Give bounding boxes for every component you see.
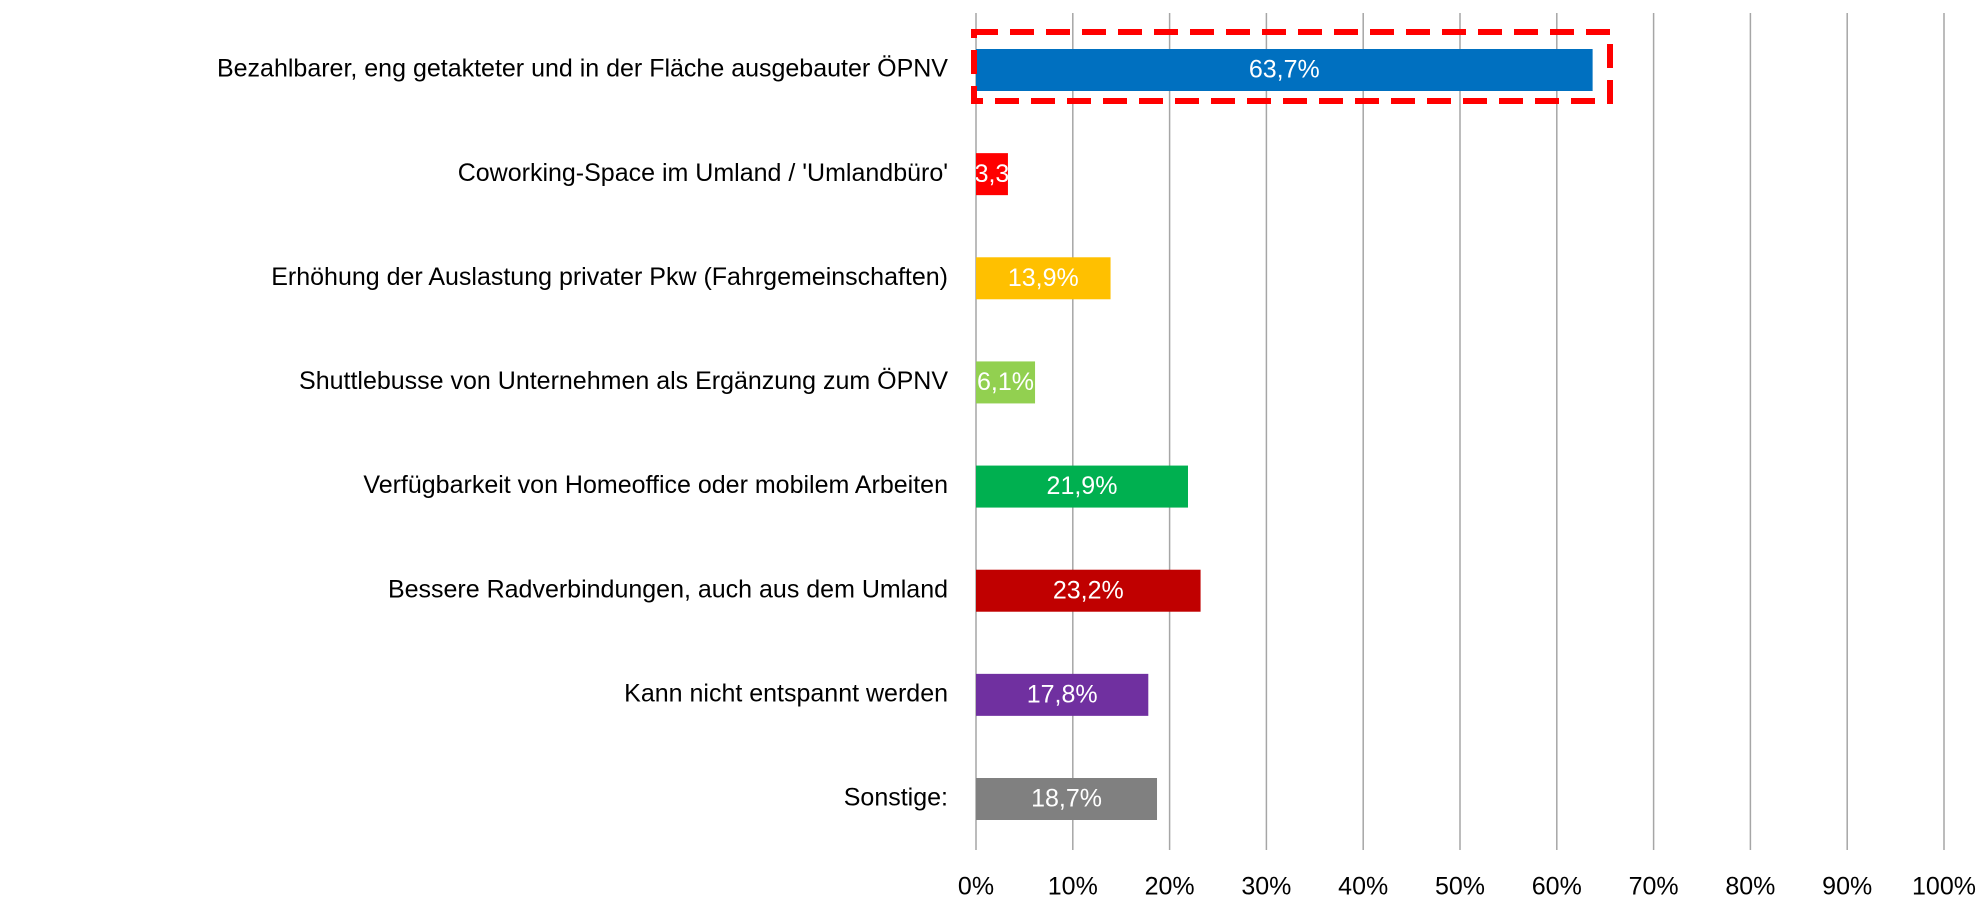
x-tick-label: 100% [1912,873,1976,901]
category-label: Sonstige: [844,784,948,812]
x-tick-label: 40% [1338,873,1388,901]
category-label: Erhöhung der Auslastung privater Pkw (Fa… [271,263,948,291]
bar-value-label: 63,7% [1249,56,1320,84]
bar [976,153,1008,196]
bar-value-label: 17,8% [1027,680,1098,708]
category-label: Bessere Radverbindungen, auch aus dem Um… [388,575,948,603]
bar-value-label: 13,9% [1008,264,1079,292]
highlight-box [971,29,1613,104]
bar-value-label: 18,7% [1031,785,1102,813]
x-tick-label: 70% [1629,873,1679,901]
bar [976,361,1036,404]
bar [976,257,1111,300]
x-tick-label: 0% [958,873,994,901]
x-tick-label: 60% [1532,873,1582,901]
bar [976,49,1593,91]
category-label: Shuttlebusse von Unternehmen als Ergänzu… [299,367,948,395]
category-label: Verfügbarkeit von Homeoffice oder mobile… [363,471,948,499]
x-tick-label: 30% [1241,873,1291,901]
bar [976,778,1158,820]
bar-value-label: 6,1% [977,368,1034,396]
x-tick-label: 10% [1048,873,1098,901]
bar-value-label: 3,3 [975,160,1010,188]
bar [976,465,1188,508]
x-tick-label: 50% [1435,873,1485,901]
x-tick-label: 80% [1725,873,1775,901]
bar-value-label: 21,9% [1047,472,1118,500]
category-label: Coworking-Space im Umland / 'Umlandbüro' [458,159,948,187]
category-label: Kann nicht entspannt werden [624,679,948,707]
bar-value-label: 23,2% [1053,576,1124,604]
category-label: Bezahlbarer, eng getakteter und in der F… [217,55,948,83]
bar [976,569,1201,612]
x-tick-label: 20% [1145,873,1195,901]
bar [976,673,1149,716]
x-tick-label: 90% [1822,873,1872,901]
